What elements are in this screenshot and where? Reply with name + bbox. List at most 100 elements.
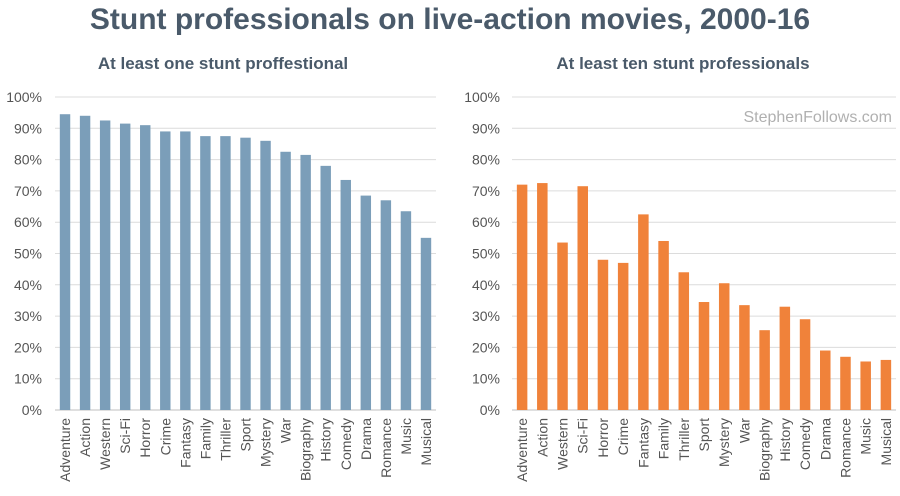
- left-x-tick-label: War: [278, 418, 294, 443]
- left-x-tick-label: Romance: [378, 418, 394, 478]
- right-x-tick-label: Adventure: [514, 418, 530, 482]
- left-bar-comedy: [340, 179, 351, 410]
- left-y-tick-label: 100%: [6, 89, 42, 105]
- main-title: Stunt professionals on live-action movie…: [90, 3, 810, 36]
- left-bar-mystery: [260, 140, 271, 410]
- right-x-tick-label: Sport: [696, 418, 712, 452]
- right-y-tick-label: 80%: [472, 152, 500, 168]
- right-bar-drama: [820, 350, 831, 410]
- left-y-tick-label: 40%: [14, 277, 42, 293]
- left-y-tick-label: 0%: [22, 402, 42, 418]
- right-y-tick-label: 0%: [480, 402, 500, 418]
- right-bar-sci-fi: [577, 186, 588, 410]
- left-x-tick-label: Horror: [137, 418, 153, 458]
- right-bar-history: [779, 306, 791, 410]
- left-bar-war: [280, 151, 291, 410]
- right-bar-sport: [698, 302, 710, 410]
- right-x-tick-label: Sci-Fi: [575, 418, 591, 454]
- left-y-tick-label: 90%: [14, 120, 42, 136]
- left-bar-sci-fi: [119, 123, 131, 410]
- right-panel: At least ten stunt professionals 0% 10% 20…: [464, 54, 896, 482]
- left-bar-drama: [360, 195, 372, 410]
- right-x-tick-label: War: [736, 418, 752, 443]
- right-y-tick-label: 20%: [472, 339, 500, 355]
- right-x-tick-label: Action: [534, 418, 550, 457]
- left-x-tick-label: Music: [398, 418, 414, 455]
- right-bar-adventure: [516, 184, 528, 410]
- left-bar-fantasy: [180, 131, 191, 410]
- right-x-tick-label: Drama: [817, 418, 833, 460]
- right-x-tick-label: Romance: [837, 418, 853, 478]
- left-x-tick-label: Thriller: [217, 418, 233, 461]
- left-bar-adventure: [59, 114, 71, 410]
- left-y-tick-label: 60%: [14, 214, 42, 230]
- right-y-tick-label: 90%: [472, 120, 500, 136]
- left-x-tick-label: Family: [197, 418, 213, 459]
- right-bar-romance: [840, 356, 851, 410]
- right-x-tick-label: Western: [555, 418, 571, 470]
- right-y-tick-label: 100%: [464, 89, 500, 105]
- left-x-tick-label: Action: [77, 418, 93, 457]
- left-x-tick-label: Sci-Fi: [117, 418, 133, 454]
- left-panel: At least one stunt proffestional 0% 10% 20…: [6, 54, 436, 482]
- left-x-tick-label: Western: [97, 418, 113, 470]
- right-y-tick-label: 60%: [472, 214, 500, 230]
- right-x-tick-label: Family: [656, 418, 672, 459]
- left-panel-title: At least one stunt proffestional: [98, 54, 348, 73]
- right-panel-title: At least ten stunt professionals: [556, 54, 809, 73]
- right-bar-musical: [880, 359, 892, 410]
- left-bar-history: [320, 165, 331, 410]
- left-x-tick-label: Musical: [418, 418, 434, 465]
- left-bar-biography: [300, 154, 311, 410]
- left-bar-romance: [380, 200, 392, 410]
- right-bar-action: [537, 183, 548, 410]
- left-bar-thriller: [220, 136, 231, 410]
- right-bar-family: [658, 240, 669, 410]
- right-bar-biography: [759, 330, 770, 410]
- right-x-tick-label: Fantasy: [635, 418, 651, 468]
- right-bar-comedy: [799, 319, 811, 410]
- right-bar-horror: [597, 259, 609, 410]
- right-bar-music: [860, 361, 871, 410]
- left-x-tick-label: Adventure: [57, 418, 73, 482]
- watermark: StephenFollows.com: [743, 109, 892, 126]
- right-y-tick-label: 10%: [472, 371, 500, 387]
- left-y-tick-label: 50%: [14, 246, 42, 262]
- right-x-tick-label: Music: [858, 418, 874, 455]
- right-bar-fantasy: [638, 214, 649, 410]
- right-x-tick-label: Biography: [757, 418, 773, 481]
- right-x-tick-label: Comedy: [797, 418, 813, 470]
- left-y-tick-label: 10%: [14, 371, 42, 387]
- left-x-tick-label: Sport: [238, 418, 254, 452]
- right-y-tick-label: 30%: [472, 308, 500, 324]
- right-x-tick-label: Mystery: [716, 418, 732, 467]
- right-x-tick-label: History: [777, 418, 793, 462]
- left-x-tick-label: Crime: [157, 418, 173, 456]
- left-bar-action: [79, 115, 91, 410]
- right-bar-war: [739, 305, 750, 410]
- left-x-tick-label: History: [318, 418, 334, 462]
- right-y-tick-label: 50%: [472, 246, 500, 262]
- left-x-tick-label: Fantasy: [177, 418, 193, 468]
- right-bar-western: [557, 242, 568, 410]
- right-x-tick-label: Musical: [878, 418, 894, 465]
- left-x-tick-label: Mystery: [258, 418, 274, 467]
- left-x-tick-label: Drama: [358, 418, 374, 460]
- left-x-tick-label: Biography: [298, 418, 314, 481]
- left-bar-sport: [240, 137, 251, 410]
- left-x-tick-label: Comedy: [338, 418, 354, 470]
- left-bar-family: [200, 136, 211, 410]
- right-x-tick-label: Crime: [615, 418, 631, 456]
- left-bar-music: [400, 211, 412, 410]
- left-bar-crime: [160, 131, 171, 410]
- left-y-tick-label: 20%: [14, 339, 42, 355]
- left-bar-horror: [140, 125, 151, 411]
- right-bar-thriller: [678, 272, 690, 410]
- left-y-tick-label: 80%: [14, 152, 42, 168]
- left-bar-western: [99, 120, 111, 410]
- left-y-tick-label: 30%: [14, 308, 42, 324]
- right-bar-mystery: [718, 283, 730, 410]
- right-x-tick-label: Horror: [595, 418, 611, 458]
- right-y-tick-label: 40%: [472, 277, 500, 293]
